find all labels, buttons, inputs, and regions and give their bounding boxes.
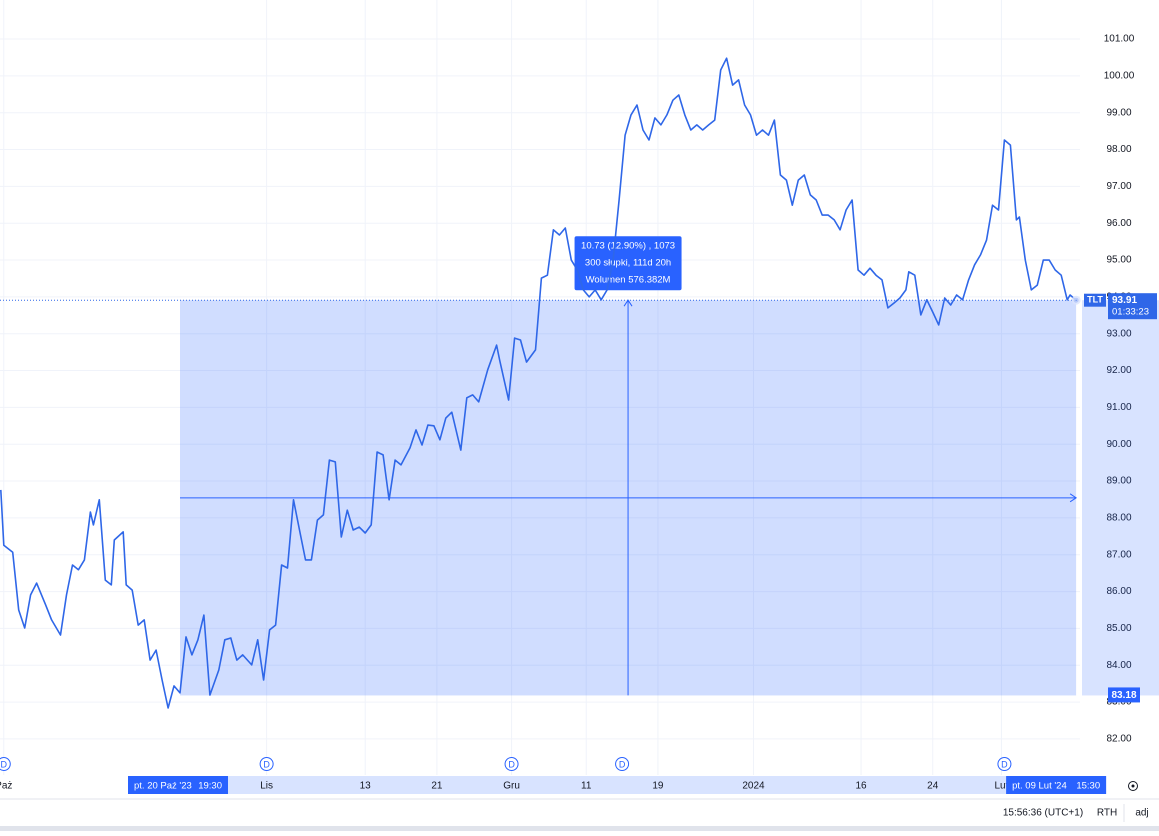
axes: 82.0083.0084.0085.0086.0087.0088.0089.00…	[0, 34, 1159, 794]
y-tick-label: 100.00	[1104, 71, 1135, 82]
y-tick-label: 98.00	[1106, 144, 1131, 155]
measure-low-tag	[1108, 687, 1140, 703]
x-tick-label: 19	[652, 781, 664, 792]
y-tick-label: 101.00	[1104, 34, 1135, 45]
measure-label: 300 słupki, 111d 20h	[585, 258, 671, 269]
symbol-tag	[1084, 293, 1106, 307]
date-tag	[1006, 776, 1107, 794]
dividend-label: D	[508, 759, 515, 769]
y-tick-label: 85.00	[1106, 623, 1131, 634]
last-price-label: 93.91	[1112, 295, 1137, 306]
measure-label: 10.73 (12.90%) , 1073	[581, 241, 675, 252]
measure-label-box	[574, 236, 682, 291]
last-point	[1071, 295, 1081, 305]
y-tick-label: 92.00	[1106, 365, 1131, 376]
status-session[interactable]: RTH	[1097, 808, 1117, 819]
x-tick-label: 13	[360, 781, 372, 792]
x-tick-label: 11	[581, 781, 592, 792]
date-tag	[128, 776, 228, 794]
last-price-tag	[1108, 293, 1157, 320]
settings-icon	[1128, 781, 1138, 791]
y-tick-label: 99.00	[1106, 107, 1131, 118]
y-tick-label: 84.00	[1106, 660, 1131, 671]
x-axis-range	[128, 776, 1107, 794]
y-tick-label: 90.00	[1106, 439, 1131, 450]
date-tag-date: pt. 09 Lut '24	[1012, 781, 1067, 792]
countdown-label: 01:33:23	[1112, 307, 1149, 318]
x-tick-label: 16	[855, 781, 867, 792]
y-tick-label: 96.00	[1106, 218, 1131, 229]
dividend-marker	[504, 757, 519, 771]
x-tick-label: Paż	[0, 781, 12, 792]
x-tick-label: 24	[927, 781, 939, 792]
measure-label: Wolumen 576.382M	[586, 275, 671, 286]
dividend-label: D	[619, 759, 626, 769]
price-line	[0, 57, 1077, 709]
dividend-marker	[259, 757, 274, 771]
y-tick-label: 93.00	[1106, 328, 1131, 339]
x-tick-label: Lut	[994, 781, 1008, 792]
date-tag-date: pt. 20 Paź '23	[134, 781, 192, 792]
price-axis-range	[1082, 300, 1159, 696]
measure-tool[interactable]: 10.73 (12.90%) , 1073 300 słupki, 111d 20…	[180, 236, 1078, 696]
measure-arrow	[1069, 493, 1078, 503]
measure-low-label: 83.18	[1111, 690, 1136, 701]
grid	[0, 0, 1080, 775]
bottom-border	[0, 826, 1159, 831]
measure-arrow	[623, 299, 633, 307]
settings-button[interactable]	[1128, 781, 1138, 791]
y-tick-label: 82.00	[1106, 734, 1131, 745]
dividend-label: D	[1, 759, 8, 769]
y-tick-label: 87.00	[1106, 549, 1131, 560]
symbol-label: TLT	[1087, 295, 1103, 305]
dividend-marker	[997, 757, 1012, 771]
status-adjust[interactable]: adj	[1135, 808, 1148, 819]
dividend-marker	[615, 757, 630, 771]
y-tick-label: 88.00	[1106, 513, 1131, 524]
settings-icon-center	[1131, 784, 1135, 788]
plot	[0, 57, 1081, 709]
y-tick-label: 86.00	[1106, 586, 1131, 597]
x-tick-label: Gru	[503, 781, 520, 792]
x-tick-label: 2024	[742, 781, 765, 792]
date-tag-time: 19:30	[198, 781, 222, 792]
date-tag-time: 15:30	[1076, 781, 1100, 792]
dividend-label: D	[263, 759, 270, 769]
dividend-label: D	[1001, 759, 1008, 769]
status-time[interactable]: 15:56:36 (UTC+1)	[1003, 808, 1083, 819]
y-tick-label: 89.00	[1106, 476, 1131, 487]
y-tick-label: 91.00	[1106, 402, 1131, 413]
y-tick-label: 97.00	[1106, 181, 1131, 192]
dividend-marker	[0, 757, 11, 771]
x-tick-label: 21	[431, 781, 443, 792]
x-tick-label: Lis	[260, 781, 273, 792]
y-tick-label: 95.00	[1106, 255, 1131, 266]
